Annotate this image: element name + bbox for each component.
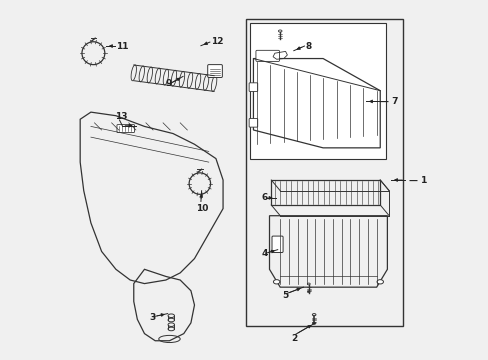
Ellipse shape xyxy=(273,280,279,284)
FancyBboxPatch shape xyxy=(248,83,257,91)
FancyBboxPatch shape xyxy=(248,118,257,127)
Text: 13: 13 xyxy=(115,112,127,121)
Text: 6: 6 xyxy=(261,193,267,202)
Bar xyxy=(246,19,403,327)
FancyBboxPatch shape xyxy=(207,64,222,77)
Bar xyxy=(249,23,385,158)
Text: 2: 2 xyxy=(290,334,297,343)
Text: — 1: — 1 xyxy=(408,176,427,185)
Text: 3: 3 xyxy=(149,313,156,322)
Text: 11: 11 xyxy=(116,41,128,50)
Ellipse shape xyxy=(376,280,383,284)
Text: 4: 4 xyxy=(261,249,267,258)
FancyBboxPatch shape xyxy=(271,236,283,252)
FancyBboxPatch shape xyxy=(117,125,134,132)
Text: 8: 8 xyxy=(305,41,311,50)
Text: 9: 9 xyxy=(165,79,172,88)
Text: 12: 12 xyxy=(210,37,223,46)
Text: 10: 10 xyxy=(196,204,208,213)
Ellipse shape xyxy=(307,291,309,293)
FancyBboxPatch shape xyxy=(255,50,279,62)
Text: 5: 5 xyxy=(282,291,287,300)
Text: — 7: — 7 xyxy=(380,97,398,106)
Ellipse shape xyxy=(312,322,315,324)
